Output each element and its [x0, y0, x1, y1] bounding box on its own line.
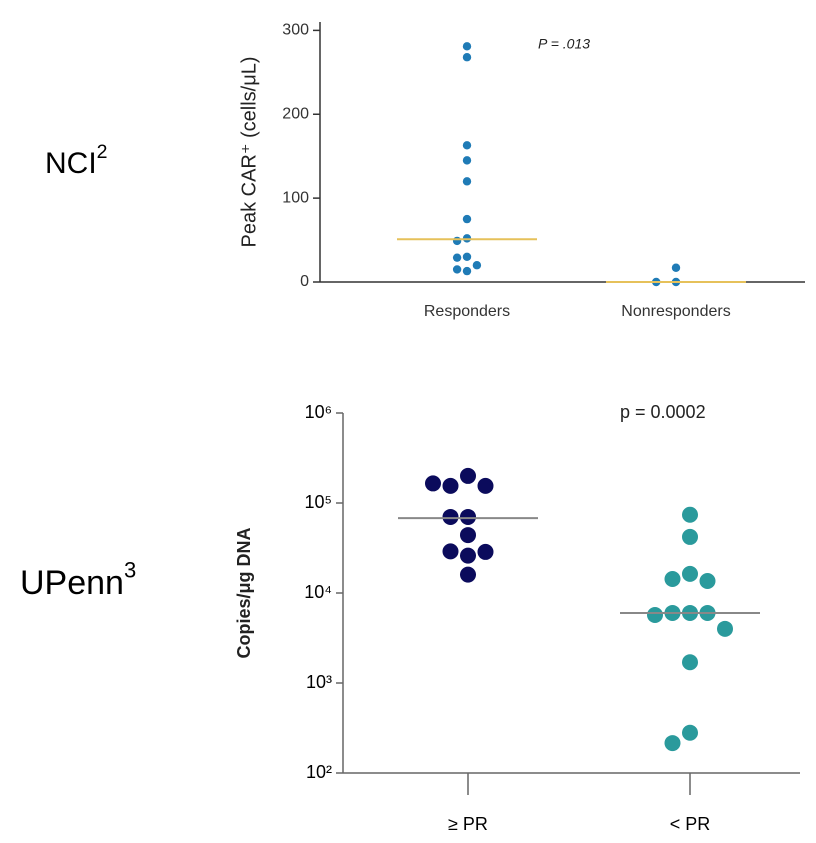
y-tick-label: 10²	[306, 762, 332, 782]
data-point	[682, 724, 698, 741]
x-tick-label: ≥ PR	[448, 814, 488, 834]
data-point	[460, 467, 476, 484]
p-value: P = .013	[538, 36, 590, 52]
data-point	[664, 735, 681, 752]
data-point	[472, 261, 482, 270]
data-point	[671, 263, 681, 272]
x-tick-label: Responders	[424, 303, 510, 320]
data-point	[452, 253, 462, 262]
y-tick-label: 200	[282, 105, 309, 122]
data-point	[682, 565, 698, 582]
x-tick-label: Nonresponders	[621, 303, 730, 320]
data-point	[682, 654, 698, 671]
panel-label-ref: 3	[124, 557, 136, 582]
data-point	[462, 214, 472, 224]
data-point	[462, 266, 472, 276]
data-point	[460, 508, 476, 525]
data-point	[477, 477, 494, 494]
data-point	[442, 477, 459, 494]
data-point	[442, 508, 459, 525]
y-tick-label: 10⁶	[305, 402, 332, 422]
data-point	[452, 265, 462, 274]
y-tick-label: 10⁴	[304, 582, 332, 602]
data-point	[682, 528, 698, 545]
y-tick-label: 10³	[306, 672, 332, 692]
data-point	[462, 252, 472, 262]
data-point	[647, 606, 663, 623]
panel-label-text: NCI	[45, 147, 97, 180]
y-tick-label: 10⁵	[305, 492, 332, 512]
data-point	[460, 566, 476, 583]
panel-label: NCI2	[45, 141, 108, 180]
y-tick-label: 0	[300, 273, 309, 290]
data-point	[462, 141, 472, 150]
data-point	[462, 177, 472, 186]
data-point	[462, 42, 472, 51]
data-point	[460, 527, 476, 544]
data-point	[664, 571, 681, 588]
data-point	[452, 236, 462, 246]
data-point	[460, 547, 476, 564]
data-point	[462, 53, 472, 62]
data-point	[425, 475, 441, 492]
p-value: p = 0.0002	[620, 402, 706, 422]
y-axis-label: Peak CAR⁺ (cells/μL)	[238, 56, 260, 247]
y-tick-label: 100	[282, 189, 309, 206]
panel-label: UPenn3	[20, 557, 136, 602]
data-point	[717, 620, 733, 637]
panel-label-ref: 2	[97, 141, 108, 163]
data-point	[682, 506, 698, 523]
y-tick-label: 300	[282, 22, 309, 39]
x-tick-label: < PR	[670, 814, 711, 834]
panel-label-text: UPenn	[20, 564, 124, 602]
y-axis-label: Copies/μg DNA	[234, 527, 254, 658]
data-point	[699, 572, 716, 589]
data-point	[477, 543, 494, 560]
data-point	[462, 156, 472, 165]
data-point	[442, 543, 459, 560]
